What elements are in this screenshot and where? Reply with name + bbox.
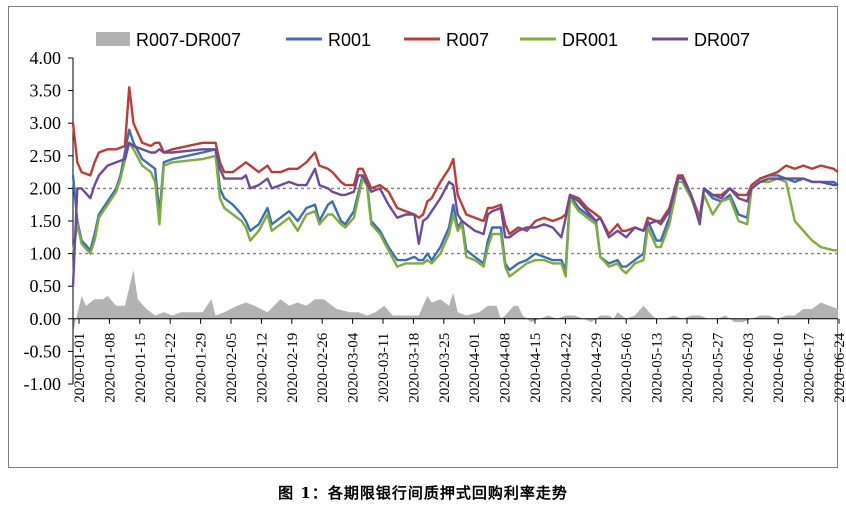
x-tick-label: 2020-04-29 (589, 333, 605, 403)
y-tick-label: 0.00 (30, 309, 62, 329)
x-tick-label: 2020-05-27 (710, 332, 726, 402)
series-area-spread (73, 269, 838, 332)
legend-swatch-spread (96, 32, 130, 46)
x-tick-label: 2020-03-11 (376, 333, 392, 402)
x-tick-label: 2020-03-18 (406, 333, 422, 403)
y-tick-label: 2.50 (30, 146, 62, 166)
x-tick-label: 2020-06-10 (771, 333, 787, 403)
x-tick-label: 2020-06-03 (741, 333, 757, 403)
y-tick-label: -1.00 (24, 374, 62, 394)
figure-caption: 图 1：各期限银行间质押式回购利率走势 (278, 484, 568, 502)
legend-label: DR007 (694, 30, 750, 50)
x-tick-label: 2020-04-15 (528, 333, 544, 403)
legend-label: R007 (446, 30, 489, 50)
x-tick-label: 2020-04-22 (558, 333, 574, 403)
x-tick-label: 2020-01-01 (72, 333, 88, 403)
series-line-dr001 (71, 141, 838, 278)
y-tick-label: -0.50 (24, 341, 62, 361)
y-tick-label: 1.50 (30, 211, 62, 231)
x-tick-label: 2020-05-20 (680, 333, 696, 403)
x-tick-label: 2020-02-26 (315, 332, 331, 402)
x-tick-label: 2020-01-29 (194, 333, 210, 403)
x-tick-label: 2020-06-24 (832, 332, 846, 402)
y-tick-label: 2.00 (30, 178, 62, 198)
y-tick-label: 0.50 (30, 276, 62, 296)
chart-frame (8, 6, 838, 468)
x-tick-label: 2020-01-22 (163, 333, 179, 403)
x-tick-label: 2020-03-04 (346, 332, 362, 402)
legend-label: R007-DR007 (136, 30, 241, 50)
x-tick-label: 2020-02-05 (224, 333, 240, 403)
x-tick-label: 2020-02-12 (254, 333, 270, 403)
series-line-dr007 (71, 141, 838, 287)
x-tick-label: 2020-03-25 (437, 333, 453, 403)
x-tick-label: 2020-01-15 (133, 333, 149, 403)
x-tick-label: 2020-01-08 (102, 333, 118, 403)
y-tick-label: 3.50 (30, 81, 62, 101)
legend-label: R001 (328, 30, 371, 50)
x-tick-label: 2020-05-06 (619, 332, 635, 402)
x-tick-label: 2020-04-08 (498, 333, 514, 403)
x-tick-label: 2020-02-19 (285, 333, 301, 403)
y-tick-label: 3.00 (30, 113, 62, 133)
x-tick-label: 2020-06-17 (802, 332, 818, 402)
x-tick-label: 2020-05-13 (650, 333, 666, 403)
legend-label: DR001 (562, 30, 618, 50)
y-tick-label: 1.00 (30, 244, 62, 264)
x-tick-label: 2020-04-01 (467, 333, 483, 403)
y-tick-label: 4.00 (30, 48, 62, 68)
